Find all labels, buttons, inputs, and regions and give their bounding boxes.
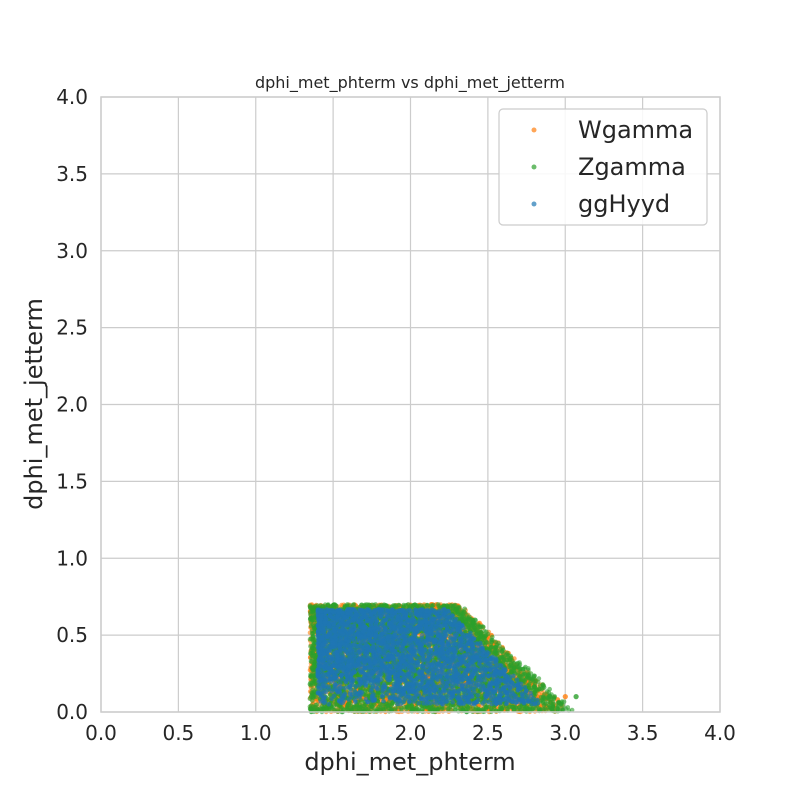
data-point xyxy=(562,694,568,700)
data-points xyxy=(307,602,579,715)
chart-title: dphi_met_phterm vs dphi_met_jetterm xyxy=(255,73,565,93)
